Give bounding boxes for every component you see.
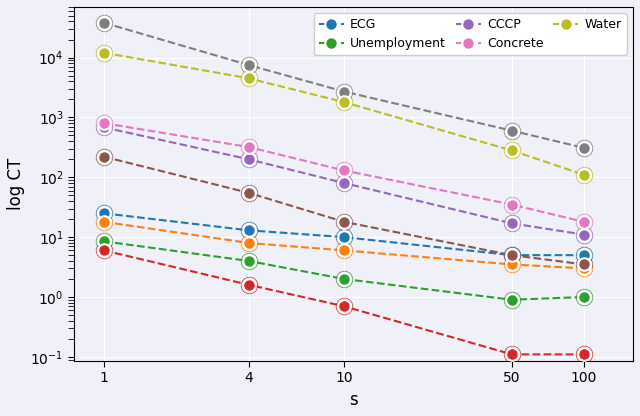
Wine [340,89,348,94]
Water [244,76,252,81]
Line: Toxicity: Toxicity [98,151,590,271]
Unemployment [100,239,108,244]
Wine [244,62,252,67]
Y-axis label: log CT: log CT [7,158,25,210]
Line: Wine: Wine [98,17,590,154]
CCCP [508,221,516,226]
Line: Unemployment: Unemployment [98,235,590,306]
Concrete [580,219,588,224]
CO2 [244,240,252,245]
ALE [508,352,516,357]
Toxicity [244,190,252,195]
ALE [580,352,588,357]
X-axis label: s: s [349,391,358,409]
CCCP [244,157,252,162]
ECG [508,253,516,258]
ECG [580,253,588,258]
Water [340,99,348,104]
Toxicity [100,154,108,159]
CCCP [340,181,348,186]
Water [100,50,108,55]
Toxicity [508,253,516,258]
Line: ECG: ECG [98,207,590,261]
Line: ALE: ALE [98,244,590,361]
Line: CCCP: CCCP [98,121,590,241]
ALE [244,282,252,287]
ECG [340,235,348,240]
Line: Water: Water [98,47,590,181]
Unemployment [244,258,252,263]
Unemployment [340,277,348,282]
CO2 [340,248,348,253]
CCCP [100,125,108,130]
Legend: ECG, Unemployment, CCCP, Concrete, Water: ECG, Unemployment, CCCP, Concrete, Water [314,13,627,55]
Toxicity [580,262,588,267]
Concrete [100,121,108,126]
ECG [100,211,108,216]
CO2 [508,262,516,267]
Wine [580,145,588,150]
Unemployment [508,297,516,302]
Wine [508,128,516,133]
ECG [244,228,252,233]
ALE [340,304,348,309]
CO2 [580,266,588,271]
Line: CO2: CO2 [98,215,590,275]
Wine [100,20,108,25]
Water [508,148,516,153]
CCCP [580,232,588,237]
ALE [100,248,108,253]
Concrete [508,202,516,207]
Toxicity [340,219,348,224]
Water [580,172,588,177]
Unemployment [580,295,588,300]
Line: Concrete: Concrete [98,117,590,228]
CO2 [100,219,108,224]
Concrete [244,144,252,149]
Concrete [340,168,348,173]
